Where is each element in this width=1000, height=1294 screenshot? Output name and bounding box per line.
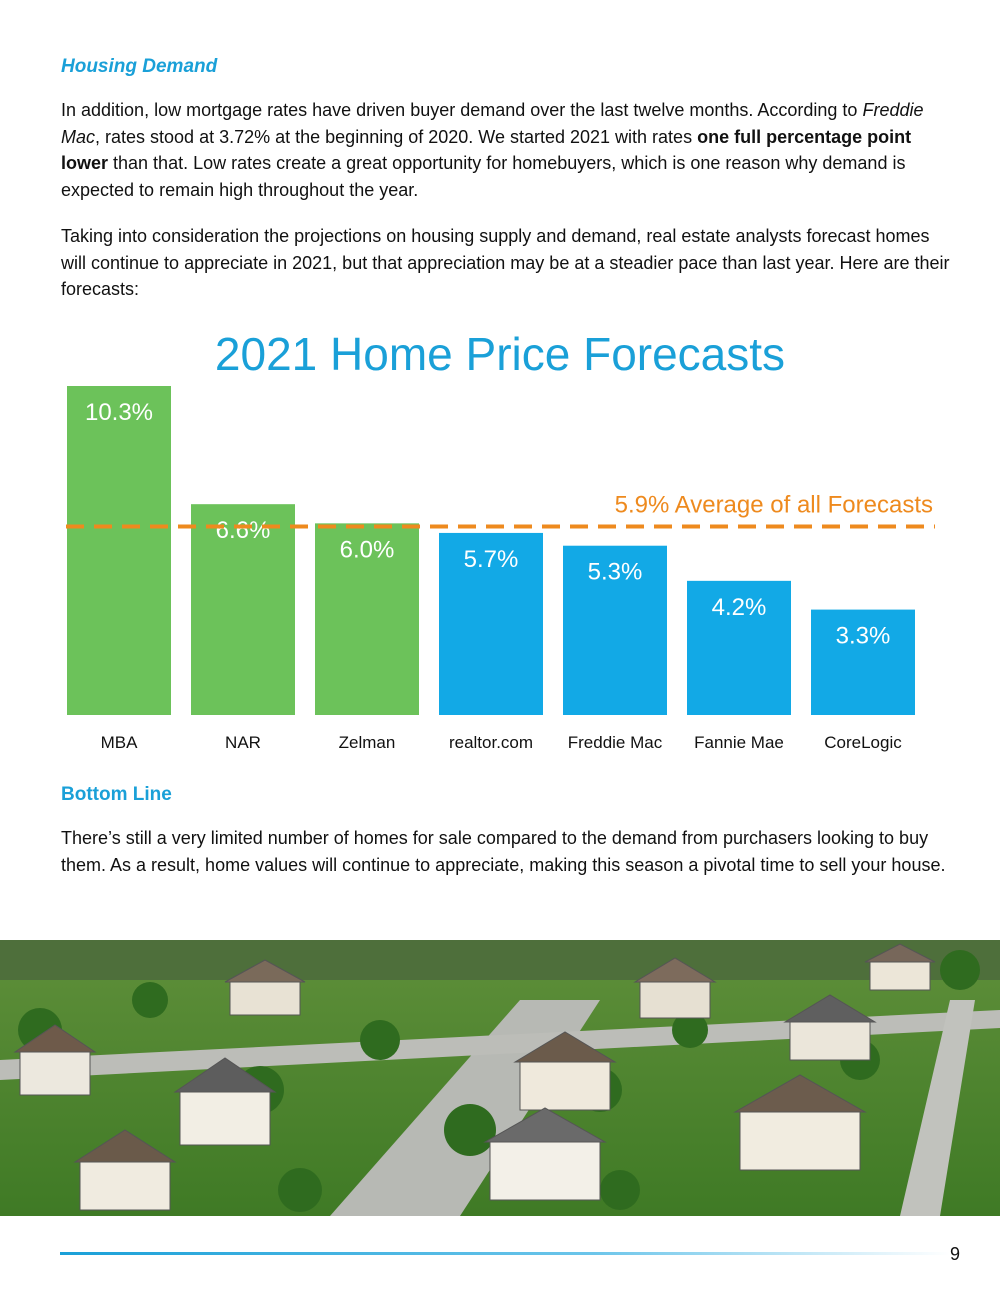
neighborhood-aerial-photo xyxy=(0,940,1000,1216)
category-label: NAR xyxy=(225,733,261,752)
category-label: Freddie Mac xyxy=(568,733,663,752)
p1-emphasis: one full percentage point lower xyxy=(61,126,912,174)
category-label: CoreLogic xyxy=(824,733,902,752)
p1-text-5: than that. Low rates create a great oppo… xyxy=(61,153,906,200)
chart-title: 2021 Home Price Forecasts xyxy=(215,328,785,380)
bar-value-label: 3.3% xyxy=(836,623,891,650)
page-number: 9 xyxy=(950,1244,961,1264)
bottom-line-paragraph: There’s still a very limited number of h… xyxy=(61,828,946,875)
bar-fannie-mae xyxy=(687,580,791,715)
category-label: Fannie Mae xyxy=(694,733,784,752)
bar-mba xyxy=(67,386,171,715)
bar-value-label: 5.3% xyxy=(588,559,643,586)
housing-demand-paragraph-2: Taking into consideration the projection… xyxy=(61,226,950,299)
category-label: Zelman xyxy=(339,733,396,752)
bar-freddie-mac xyxy=(563,545,667,715)
bar-value-label: 4.2% xyxy=(712,594,767,621)
bar-realtor-com xyxy=(439,532,543,715)
housing-demand-paragraph-1: In addition, low mortgage rates have dri… xyxy=(61,97,951,203)
p1-freddie-mac: Freddie Mac xyxy=(61,100,924,147)
bar-value-label: 5.7% xyxy=(464,546,519,573)
bottom-line-heading: Bottom Line xyxy=(61,784,172,805)
p1-text-3: , rates stood at 3.72% at the beginning … xyxy=(95,126,698,147)
bar-value-label: 6.6% xyxy=(216,517,271,544)
bar-corelogic xyxy=(811,609,915,715)
bar-nar xyxy=(191,504,295,715)
category-label: MBA xyxy=(101,733,139,752)
category-label: realtor.com xyxy=(449,733,533,752)
bar-zelman xyxy=(315,523,419,715)
bar-value-label: 10.3% xyxy=(85,399,153,426)
housing-demand-heading: Housing Demand xyxy=(61,56,218,77)
footer-rule xyxy=(60,1252,950,1255)
home-price-forecast-chart: 2021 Home Price Forecasts 10.3% 6.6% 6.0% 5… xyxy=(66,328,935,752)
average-label: 5.9% Average of all Forecasts xyxy=(615,492,933,519)
p1-text-1: In addition, low mortgage rates have dri… xyxy=(61,100,863,120)
bar-value-label: 6.0% xyxy=(340,536,395,563)
